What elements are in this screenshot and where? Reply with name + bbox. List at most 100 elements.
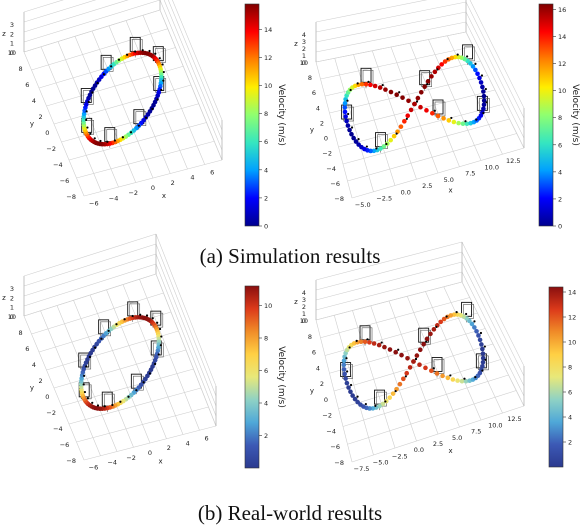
trajectory-point <box>455 312 460 317</box>
drone-marker <box>113 139 116 142</box>
trajectory-point <box>351 135 356 141</box>
trajectory-point <box>355 399 360 405</box>
drone-marker <box>141 49 144 52</box>
colorbar-tick-label: 6 <box>558 141 562 149</box>
y-tick-label: 4 <box>32 97 36 105</box>
x-tick-label: −2 <box>128 189 138 197</box>
grid-line <box>315 21 467 53</box>
colorbar-label: Velocity (m/s) <box>570 84 580 146</box>
drone-marker <box>364 402 367 406</box>
drone-marker <box>82 383 85 386</box>
grid-line <box>465 11 525 129</box>
drone-marker <box>398 91 401 94</box>
trajectory-point <box>388 89 394 95</box>
grid-line <box>23 0 161 43</box>
grid-line <box>23 233 157 277</box>
trajectory-point <box>473 67 478 73</box>
trajectory-point <box>431 327 437 332</box>
trajectory-point <box>343 114 348 119</box>
trajectory-point <box>440 373 445 379</box>
z-tick-label: 4 <box>302 31 306 39</box>
trajectory-point <box>432 69 438 75</box>
trajectory-point <box>380 401 386 407</box>
drone-marker <box>349 383 353 387</box>
trajectory-point <box>441 316 447 322</box>
trajectory-point <box>478 80 484 85</box>
drone-marker <box>96 81 99 85</box>
z-tick-label: 3 <box>10 285 14 293</box>
grid-line <box>53 84 192 125</box>
x-tick-label: 5.0 <box>452 434 462 442</box>
x-tick-label: 0.0 <box>414 446 424 454</box>
y-tick-label: −6 <box>60 441 70 449</box>
drone-marker <box>137 124 140 127</box>
grid-line <box>320 297 470 339</box>
drone-marker <box>394 390 397 393</box>
grid-line <box>31 292 164 335</box>
grid-line <box>315 11 467 43</box>
drone-marker <box>126 53 129 56</box>
drone-marker <box>435 325 438 328</box>
grid-line <box>329 75 488 114</box>
trajectory <box>341 311 487 411</box>
grid-line <box>406 296 460 428</box>
z-axis-label: z <box>294 40 298 48</box>
trajectory-point <box>441 116 446 121</box>
trajectory-point <box>394 92 399 98</box>
trajectory-point <box>439 62 445 67</box>
trajectory-point <box>405 113 411 118</box>
y-tick-label: −2 <box>46 145 56 153</box>
drone-marker <box>88 355 92 359</box>
y-tick-label: 6 <box>25 345 29 353</box>
drone-marker <box>87 100 90 104</box>
drone-marker <box>91 91 94 94</box>
trajectory-point <box>470 64 476 69</box>
drone-marker <box>474 376 477 379</box>
grid-line <box>23 263 157 307</box>
grid-line <box>172 0 223 121</box>
drone-marker <box>432 367 435 370</box>
colorbar-gradient <box>548 286 564 468</box>
drone-marker <box>103 405 106 408</box>
drone-marker <box>405 117 408 120</box>
y-tick-label: −4 <box>53 161 63 169</box>
drone-marker <box>89 132 92 135</box>
trajectory-point <box>460 121 466 127</box>
colorbar-gradient <box>538 3 554 227</box>
drone-marker <box>346 99 349 102</box>
z-tick-label: 0 <box>10 49 14 57</box>
trajectory-point <box>387 347 393 352</box>
y-tick-label: −8 <box>66 193 76 201</box>
grid-line <box>155 233 217 387</box>
x-tick-label: −4 <box>107 459 117 467</box>
y-tick-label: 6 <box>312 89 316 97</box>
x-tick-label: 7.5 <box>465 170 475 178</box>
drone-marker <box>449 374 452 377</box>
trajectory-point <box>477 75 482 81</box>
grid-line <box>23 253 157 297</box>
trajectory-point <box>346 385 351 390</box>
grid-line <box>23 0 97 23</box>
trajectory-point <box>407 365 413 370</box>
drone-marker <box>93 346 97 349</box>
z-tick-label: 2 <box>302 45 306 53</box>
drone-marker <box>160 335 163 338</box>
drone-marker <box>450 116 453 120</box>
trajectory-point <box>425 79 431 84</box>
trajectory-point <box>415 95 421 101</box>
trajectory-point <box>417 347 423 353</box>
trajectory-point <box>352 396 358 402</box>
x-tick-label: 4 <box>186 439 190 447</box>
trajectory-point <box>421 341 426 347</box>
z-tick-label: 3 <box>302 296 306 304</box>
grid-line <box>315 261 463 301</box>
drone-marker <box>365 145 368 148</box>
x-tick-label: 2.5 <box>422 182 432 190</box>
x-tick-label: −2.5 <box>392 452 408 460</box>
trajectory-point <box>417 362 422 367</box>
colorbar: 0 2 4 6 8 10 12 14 16 Velocity (m/s) <box>538 3 580 231</box>
drone-marker <box>381 83 384 87</box>
trajectory-point <box>422 84 427 89</box>
drone-marker <box>485 101 488 104</box>
trajectory-point <box>397 381 403 387</box>
